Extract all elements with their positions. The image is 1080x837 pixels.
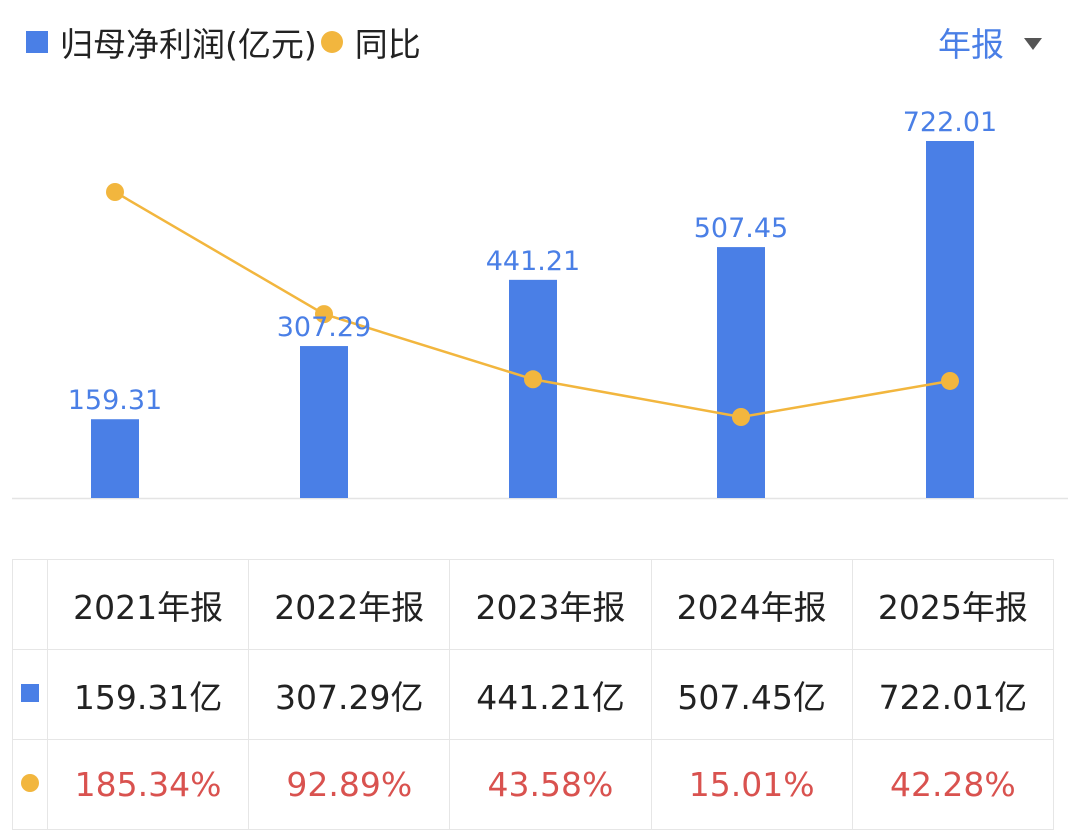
bar-2024年报 bbox=[717, 247, 765, 498]
table-cell: 441.21亿 bbox=[449, 649, 652, 740]
chart-legend: 归母净利润(亿元) 同比 bbox=[26, 20, 421, 64]
table-cell: 159.31亿 bbox=[46, 649, 250, 740]
table-header-cell: 2022年报 bbox=[248, 559, 451, 650]
table-cell: 42.28% bbox=[851, 739, 1055, 830]
period-selector-label: 年报 bbox=[938, 25, 1004, 64]
yoy-point-2022年报 bbox=[315, 305, 333, 324]
bar-2023年报 bbox=[509, 279, 557, 498]
table-cell: 722.01亿 bbox=[851, 649, 1055, 740]
period-selector[interactable]: 年报 bbox=[938, 20, 1042, 64]
table-corner-cell bbox=[12, 559, 48, 650]
bar-value-label: 722.01 bbox=[903, 107, 997, 138]
line-series-marker bbox=[21, 773, 39, 792]
bar-2025年报 bbox=[926, 141, 974, 498]
table-cell: 43.58% bbox=[449, 739, 652, 830]
table-cell: 15.01% bbox=[650, 739, 853, 830]
data-table: 2021年报 2022年报 2023年报 2024年报 2025年报 159.3… bbox=[12, 559, 1055, 830]
table-header-cell: 2021年报 bbox=[46, 559, 250, 650]
profit-row-marker-cell bbox=[12, 649, 48, 740]
table-row-yoy: 185.34% 92.89% 43.58% 15.01% 42.28% bbox=[12, 739, 1055, 830]
legend-line-label: 同比 bbox=[354, 25, 421, 64]
table-cell: 307.29亿 bbox=[248, 649, 451, 740]
yoy-row-marker-cell bbox=[12, 739, 48, 830]
bar-value-label: 507.45 bbox=[694, 213, 788, 244]
yoy-point-2025年报 bbox=[941, 371, 959, 390]
table-header-cell: 2024年报 bbox=[650, 559, 853, 650]
table-row-profit: 159.31亿 307.29亿 441.21亿 507.45亿 722.01亿 bbox=[12, 649, 1055, 740]
yoy-point-2023年报 bbox=[524, 370, 542, 389]
legend-line-swatch bbox=[320, 31, 343, 53]
legend-bar-label: 归母净利润(亿元) bbox=[60, 25, 317, 64]
table-cell: 185.34% bbox=[46, 739, 250, 830]
table-header-row: 2021年报 2022年报 2023年报 2024年报 2025年报 bbox=[12, 559, 1055, 650]
bar-2022年报 bbox=[300, 346, 348, 498]
table-header-cell: 2025年报 bbox=[851, 559, 1055, 650]
profit-chart: 159.31 307.29 441.21 507.45 722.01 bbox=[12, 107, 1068, 500]
bar-value-label: 307.29 bbox=[277, 312, 371, 343]
table-cell: 92.89% bbox=[248, 739, 451, 830]
bar-value-label: 159.31 bbox=[68, 385, 162, 416]
bar-value-label: 441.21 bbox=[486, 246, 580, 277]
bar-2021年报 bbox=[91, 419, 139, 498]
legend-bar-swatch bbox=[26, 31, 48, 53]
bar-series-marker bbox=[21, 683, 39, 702]
table-cell: 507.45亿 bbox=[650, 649, 853, 740]
yoy-point-2024年报 bbox=[732, 408, 750, 426]
triangle-down-icon bbox=[1024, 38, 1042, 50]
table-header-cell: 2023年报 bbox=[449, 559, 652, 650]
yoy-point-2021年报 bbox=[106, 183, 124, 201]
